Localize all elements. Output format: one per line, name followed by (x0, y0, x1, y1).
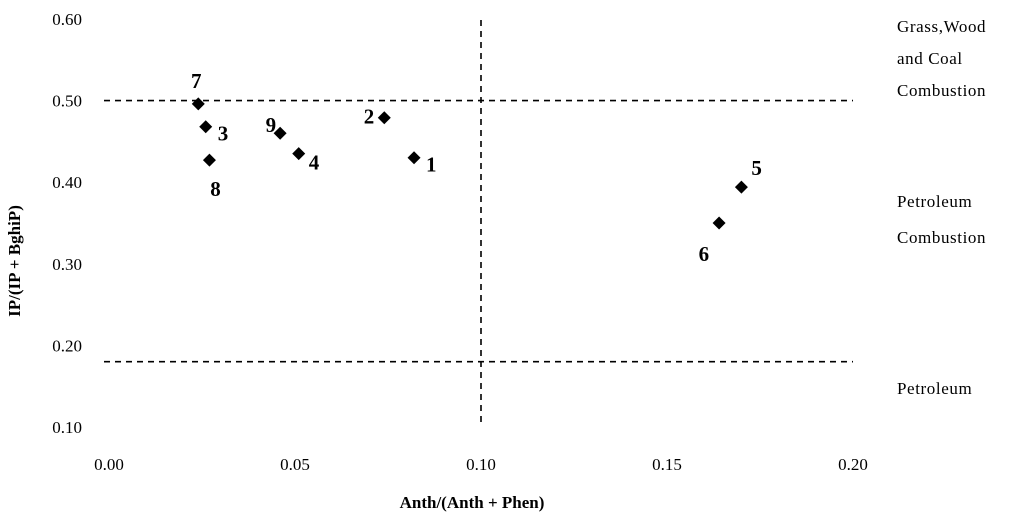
x-tick-label: 0.20 (838, 455, 868, 474)
y-tick-label: 0.10 (52, 418, 82, 437)
x-axis-tick-labels: 0.00 0.05 0.10 0.15 0.20 (94, 455, 868, 474)
region-label-0-line-2: Combustion (897, 81, 986, 100)
point-label-8: 8 (210, 177, 221, 201)
x-tick-label: 0.05 (280, 455, 310, 474)
region-label-0-line-0: Grass,Wood (897, 17, 986, 36)
y-tick-label: 0.60 (52, 10, 82, 29)
data-points (191, 97, 748, 230)
point-label-2: 2 (364, 105, 375, 129)
reference-lines (104, 20, 853, 427)
data-point-1 (407, 151, 421, 165)
data-point-4 (292, 147, 306, 161)
point-label-7: 7 (191, 69, 202, 93)
x-tick-label: 0.15 (652, 455, 682, 474)
data-point-3 (199, 120, 213, 134)
point-label-4: 4 (309, 151, 320, 175)
data-point-labels: 1 2 3 4 5 6 7 8 9 (191, 69, 762, 266)
x-axis-title: Anth/(Anth + Phen) (400, 493, 545, 512)
y-tick-label: 0.50 (52, 92, 82, 111)
data-point-7 (191, 97, 205, 111)
data-point-8 (202, 153, 216, 167)
y-axis-tick-labels: 0.10 0.20 0.30 0.40 0.50 0.60 (52, 10, 82, 437)
point-label-9: 9 (266, 113, 277, 137)
point-label-1: 1 (426, 153, 437, 177)
region-label-2-line-0: Petroleum (897, 379, 972, 398)
y-tick-label: 0.30 (52, 255, 82, 274)
data-point-2 (377, 111, 391, 125)
y-tick-label: 0.20 (52, 336, 82, 355)
x-tick-label: 0.10 (466, 455, 496, 474)
region-labels: Grass,Wood and Coal Combustion Petroleum Com… (897, 17, 986, 398)
point-label-6: 6 (699, 242, 710, 266)
data-point-9 (273, 126, 287, 140)
x-tick-label: 0.00 (94, 455, 124, 474)
point-label-3: 3 (218, 122, 229, 146)
data-point-5 (734, 180, 748, 194)
region-label-1-line-0: Petroleum (897, 192, 972, 211)
y-tick-label: 0.40 (52, 173, 82, 192)
y-axis-title: IP/(IP + BghiP) (5, 205, 24, 317)
point-label-5: 5 (751, 156, 762, 180)
data-point-6 (712, 216, 726, 230)
region-label-1-line-1: Combustion (897, 228, 986, 247)
region-label-0-line-1: and Coal (897, 49, 963, 68)
